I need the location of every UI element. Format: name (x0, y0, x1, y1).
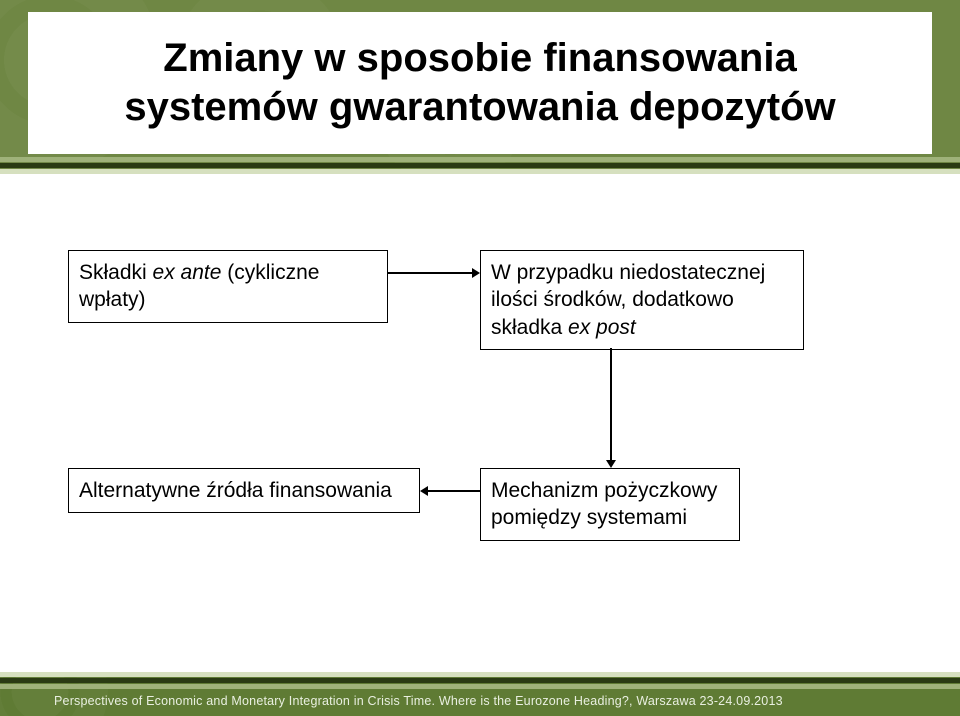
boxB-l1: W przypadku niedostatecznej (491, 261, 765, 284)
arrow-b-to-d (610, 348, 612, 460)
arrow-d-to-c-head (420, 486, 428, 496)
stripe-2 (0, 163, 960, 168)
box-alternatywne-zrodla: Alternatywne źródła finansowania (68, 468, 420, 513)
arrow-a-to-b (388, 272, 472, 274)
box-skladki-ex-ante: Składki ex ante (cykliczne wpłaty) (68, 250, 388, 323)
boxB-l3b: ex post (568, 316, 636, 339)
footer-band: Perspectives of Economic and Monetary In… (0, 672, 960, 716)
stripe-3 (0, 169, 960, 174)
boxC-text: Alternatywne źródła finansowania (79, 479, 392, 502)
title-line1: Zmiany w sposobie finansowania (163, 36, 796, 80)
arrow-b-to-d-head (606, 460, 616, 468)
box-mechanizm-pozyczkowy: Mechanizm pożyczkowy pomiędzy systemami (480, 468, 740, 541)
boxA-italic: ex ante (153, 261, 222, 284)
title-line2: systemów gwarantowania depozytów (124, 85, 835, 129)
boxB-l2: ilości środków, dodatkowo (491, 288, 734, 311)
page-title: Zmiany w sposobie finansowania systemów … (124, 34, 835, 132)
boxA-pre: Składki (79, 261, 153, 284)
boxD-l2: pomiędzy systemami (491, 506, 687, 529)
title-panel: Zmiany w sposobie finansowania systemów … (28, 12, 932, 154)
arrow-a-to-b-head (472, 268, 480, 278)
boxD-l1: Mechanizm pożyczkowy (491, 479, 717, 502)
arrow-d-to-c (428, 490, 480, 492)
footer-text: Perspectives of Economic and Monetary In… (54, 694, 783, 708)
stripe-1 (0, 157, 960, 162)
box-przypadku-niedostatecznej: W przypadku niedostatecznej ilości środk… (480, 250, 804, 350)
boxB-l3a: składka (491, 316, 568, 339)
